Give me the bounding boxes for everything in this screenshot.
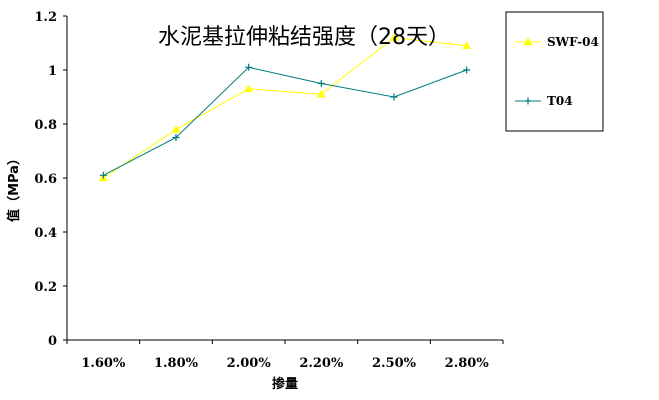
series-swf04 [98, 33, 472, 182]
y-tick-label: 0.8 [34, 118, 57, 133]
x-tick-label: 1.60% [81, 356, 126, 371]
series-line-swf04 [103, 37, 467, 179]
legend-box [505, 11, 604, 132]
x-tick-label: 2.00% [227, 356, 272, 371]
data-point-swf04 [244, 84, 254, 93]
data-point-t04 [245, 63, 253, 71]
y-tick-label: 0.6 [34, 172, 57, 187]
x-tick-label: 2.80% [445, 356, 490, 371]
chart-title: 水泥基拉伸粘结强度（28天） [158, 25, 450, 50]
x-tick-label: 1.80% [154, 356, 199, 371]
series-t04 [99, 63, 471, 179]
data-point-t04 [390, 93, 398, 101]
y-tick-label: 0.4 [34, 226, 57, 241]
y-tick-label: 0 [48, 334, 57, 349]
x-axis-ticks: 1.60% 1.80% 2.00% 2.20% 2.50% 2.80% [66, 340, 504, 371]
x-tick-label: 2.20% [299, 356, 344, 371]
legend-marker-swf04 [523, 37, 533, 46]
data-point-swf04 [171, 124, 181, 133]
data-point-swf04 [389, 33, 399, 41]
x-axis-label: 掺量 [272, 376, 298, 392]
legend: SWF-04 T04 [515, 35, 599, 108]
legend-label-t04: T04 [547, 94, 573, 108]
y-tick-label: 1.2 [34, 10, 57, 25]
x-tick-label: 2.50% [372, 356, 417, 371]
data-point-t04 [317, 80, 325, 87]
y-axis-label: 值（MPa） [6, 152, 22, 222]
data-point-swf04 [316, 89, 326, 98]
y-tick-label: 0.2 [34, 280, 57, 295]
y-tick-label: 1 [48, 64, 57, 79]
series-line-t04 [103, 66, 467, 176]
legend-label-swf04: SWF-04 [547, 35, 599, 49]
data-point-t04 [463, 66, 471, 74]
series-layer [98, 33, 472, 182]
data-point-t04 [172, 134, 180, 141]
y-axis-ticks: 0 0.2 0.4 0.6 0.8 1 1.2 [34, 10, 67, 349]
data-point-swf04 [462, 41, 472, 49]
data-point-t04 [99, 171, 107, 179]
legend-marker-t04 [524, 97, 532, 105]
